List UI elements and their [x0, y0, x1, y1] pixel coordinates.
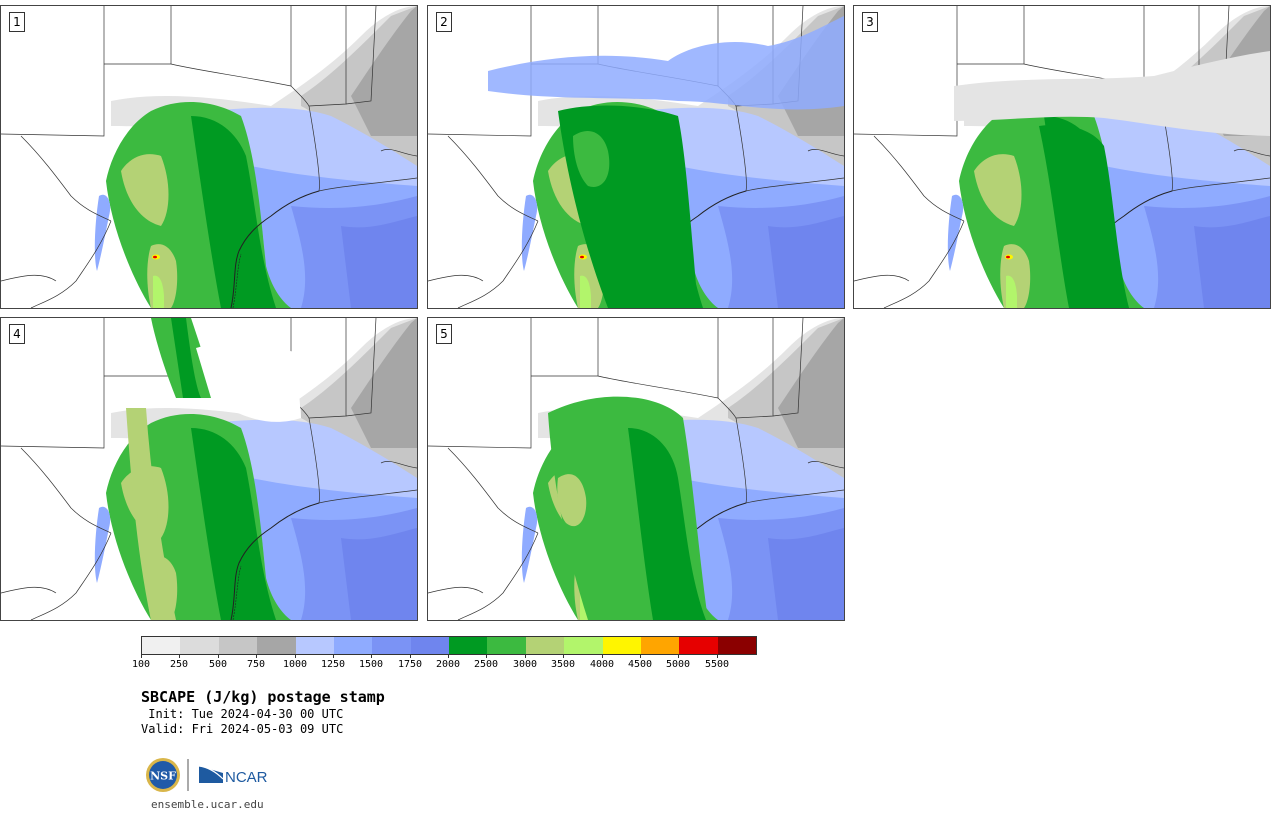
map-panel-4-map [1, 318, 417, 620]
colorbar-swatch [333, 637, 373, 654]
colorbar-tick-label: 2000 [435, 659, 461, 670]
panel-number-1: 1 [9, 12, 25, 32]
colorbar-swatch [487, 637, 526, 654]
map-panel-2-map [428, 6, 844, 308]
colorbar-swatch [372, 637, 411, 654]
panel-number-3: 3 [862, 12, 878, 32]
colorbar-swatch [180, 637, 219, 654]
colorbar-swatch [295, 637, 334, 654]
colorbar-tick [486, 654, 487, 658]
colorbar-tick-label: 4500 [627, 659, 653, 670]
map-panel-3: 3 [853, 5, 1271, 309]
colorbar-tick-label: 750 [246, 659, 266, 670]
colorbar-tick-label: 100 [131, 659, 151, 670]
colorbar-tick [717, 654, 718, 658]
colorbar-tick [295, 654, 296, 658]
chart-title: SBCAPE (J/kg) postage stamp [141, 688, 385, 706]
colorbar-swatch [257, 637, 296, 654]
colorbar-swatch [602, 637, 641, 654]
map-panel-5: 5 [427, 317, 845, 621]
map-panel-5-map [428, 318, 844, 620]
logos: NSF NCAR [146, 758, 268, 792]
colorbar-tick-label: 3000 [512, 659, 538, 670]
colorbar-tick-label: 5000 [665, 659, 691, 670]
colorbar-tick [218, 654, 219, 658]
colorbar-tick-label: 1250 [320, 659, 346, 670]
nsf-logo-icon: NSF [146, 758, 180, 792]
colorbar-swatch [564, 637, 603, 654]
colorbar-tick-label: 500 [208, 659, 228, 670]
colorbar-tick-label: 5500 [704, 659, 730, 670]
panel-number-4: 4 [9, 324, 25, 344]
colorbar-swatch [449, 637, 488, 654]
colorbar-tick [141, 654, 142, 658]
colorbar-swatch [679, 637, 718, 654]
colorbar-swatch [525, 637, 565, 654]
colorbar-tick [179, 654, 180, 658]
colorbar-tick [371, 654, 372, 658]
colorbar-swatch [218, 637, 258, 654]
colorbar-tick [678, 654, 679, 658]
colorbar-tick-label: 1000 [282, 659, 308, 670]
colorbar-tick [525, 654, 526, 658]
colorbar-tick-label: 2500 [473, 659, 499, 670]
panel-number-5: 5 [436, 324, 452, 344]
colorbar-swatch [410, 637, 449, 654]
panel-number-2: 2 [436, 12, 452, 32]
colorbar-ticks: 100 250 500 750 1000 1250 1500 1750 2000 2500 3000… [132, 654, 757, 674]
valid-time: Valid: Fri 2024-05-03 09 UTC [141, 722, 344, 736]
colorbar-swatch [717, 637, 756, 654]
init-time: Init: Tue 2024-04-30 00 UTC [141, 707, 344, 721]
map-panel-3-map [854, 6, 1270, 308]
colorbar-tick [563, 654, 564, 658]
colorbar-tick [333, 654, 334, 658]
map-panel-4: 4 [0, 317, 418, 621]
colorbar-tick-label: 1500 [358, 659, 384, 670]
colorbar [141, 636, 757, 655]
nsf-logo-text: NSF [150, 770, 176, 783]
colorbar-tick [602, 654, 603, 658]
colorbar-tick [256, 654, 257, 658]
map-panel-1: 1 [0, 5, 418, 309]
colorbar-tick-label: 250 [169, 659, 189, 670]
colorbar-tick [448, 654, 449, 658]
ncar-logo-icon: NCAR [198, 765, 268, 786]
colorbar-tick [410, 654, 411, 658]
colorbar-tick-label: 1750 [397, 659, 423, 670]
map-panel-2: 2 [427, 5, 845, 309]
map-panel-1-map [1, 6, 417, 308]
colorbar-tick-label: 4000 [589, 659, 615, 670]
colorbar-swatch [142, 637, 181, 654]
ensemble-url: ensemble.ucar.edu [151, 798, 264, 811]
colorbar-tick [640, 654, 641, 658]
ncar-logo-text: NCAR [225, 769, 268, 786]
colorbar-tick-label: 3500 [550, 659, 576, 670]
colorbar-swatch [640, 637, 680, 654]
